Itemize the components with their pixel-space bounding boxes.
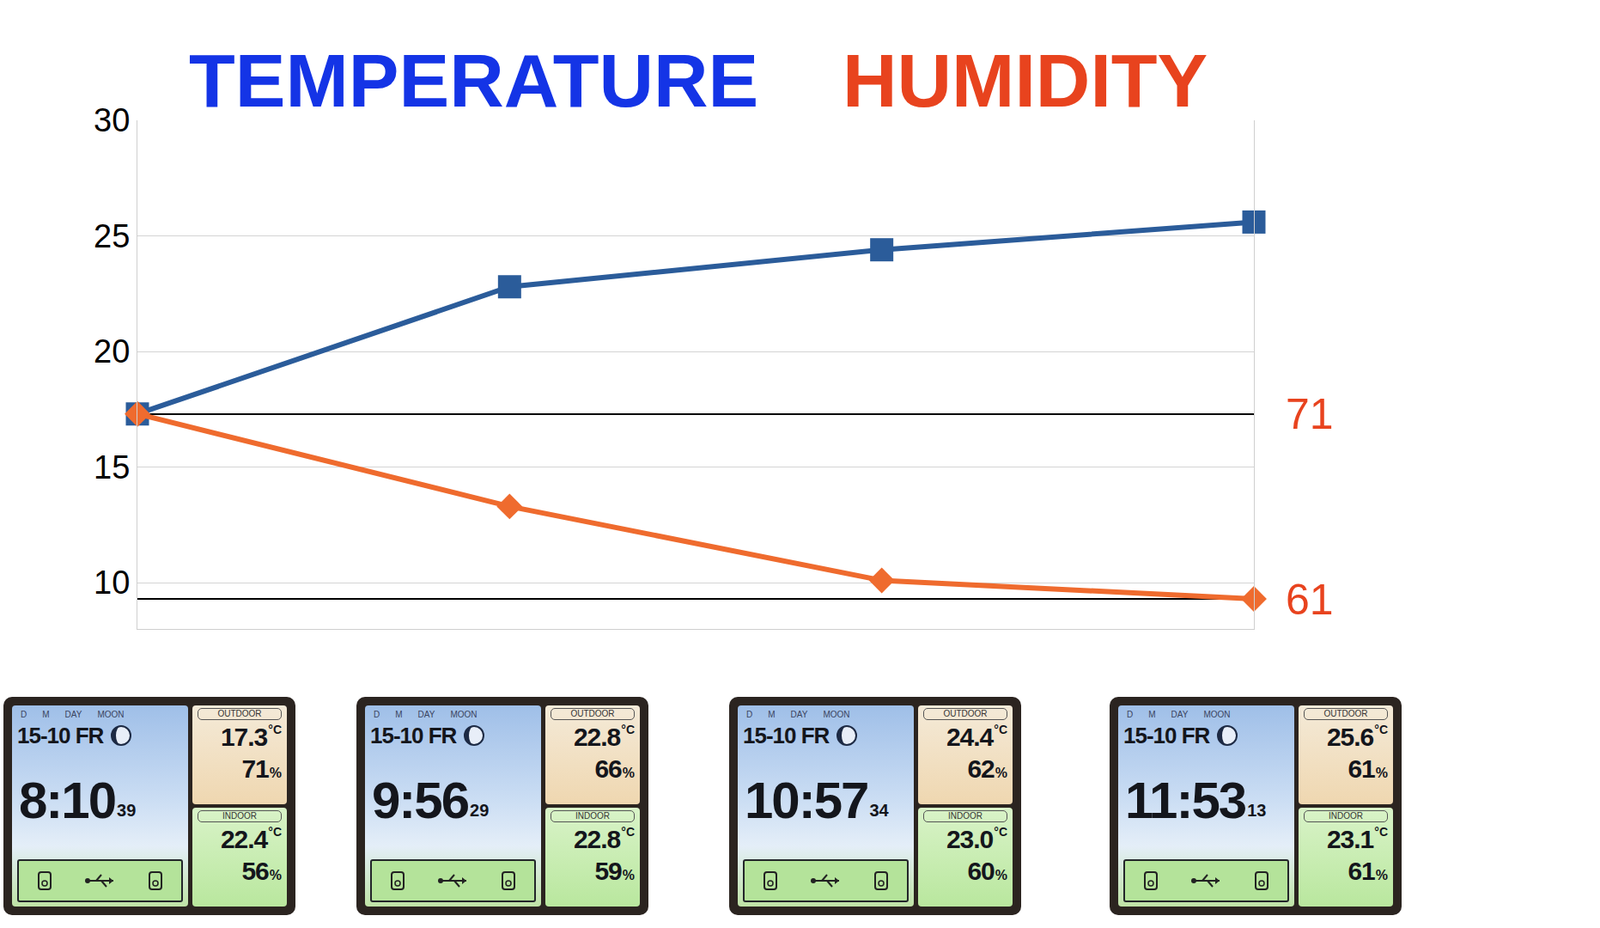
html-text:INDOOR: INDOOR	[1328, 810, 1363, 821]
html-text:M: M	[1148, 709, 1156, 719]
html-text:DAY: DAY	[1171, 709, 1189, 719]
html-text:66%: 66%	[594, 754, 635, 783]
html-text:D: D	[20, 709, 27, 719]
html-text:11:53: 11:53	[1125, 771, 1246, 829]
svg-text:10: 10	[93, 564, 130, 601]
html-text:M: M	[767, 709, 776, 719]
svg-text:71: 71	[1285, 389, 1334, 439]
html-text:15-10 FR: 15-10 FR	[742, 721, 830, 748]
html-text:24.4°C: 24.4°C	[946, 722, 1008, 751]
html-text:23.0°C: 23.0°C	[946, 824, 1008, 853]
html-text:13: 13	[1247, 800, 1267, 820]
svg-text:61: 61	[1285, 575, 1334, 624]
html-text:D: D	[746, 709, 753, 719]
html-text:15-10 FR: 15-10 FR	[17, 721, 104, 748]
html-text:M: M	[395, 709, 403, 719]
html-text:61%: 61%	[1347, 754, 1388, 783]
html-text:DAY: DAY	[64, 709, 82, 719]
html-text:9:56: 9:56	[371, 771, 469, 829]
html-text:23.1°C: 23.1°C	[1326, 824, 1388, 853]
html-text:39: 39	[116, 800, 136, 820]
html-text:71%: 71%	[241, 754, 282, 783]
svg-text:30: 30	[93, 102, 130, 139]
html-text:25.6°C: 25.6°C	[1326, 722, 1388, 751]
html-text:INDOOR: INDOOR	[575, 810, 610, 821]
html-text:INDOOR: INDOOR	[948, 810, 983, 821]
html-text:MOON: MOON	[97, 709, 125, 719]
svg-text:15: 15	[93, 449, 130, 486]
html-text:OUTDOOR: OUTDOOR	[217, 708, 262, 718]
html-text:60%: 60%	[967, 856, 1008, 885]
html-text:MOON: MOON	[450, 709, 478, 719]
html-text:22.8°C: 22.8°C	[573, 824, 635, 853]
html-text:DAY: DAY	[417, 709, 435, 719]
html-text:MOON: MOON	[823, 709, 850, 719]
svg-text:HUMIDITY: HUMIDITY	[842, 37, 1208, 123]
html-text:62%: 62%	[967, 754, 1008, 783]
html-text:34: 34	[869, 800, 889, 820]
html-text:M: M	[42, 709, 50, 719]
html-text:59%: 59%	[594, 856, 635, 885]
html-text:56%: 56%	[241, 856, 282, 885]
html-text:61%: 61%	[1347, 856, 1388, 885]
html-text:OUTDOOR: OUTDOOR	[1323, 708, 1368, 718]
svg-text:20: 20	[93, 333, 130, 370]
svg-text:TEMPERATURE: TEMPERATURE	[188, 37, 759, 123]
html-text:MOON: MOON	[1203, 709, 1231, 719]
html-text:17.3°C: 17.3°C	[220, 722, 282, 751]
html-text:DAY: DAY	[790, 709, 808, 719]
html-text:22.4°C: 22.4°C	[220, 824, 282, 853]
html-text:8:10: 8:10	[18, 771, 116, 829]
html-text:29: 29	[469, 800, 489, 820]
html-text:10:57: 10:57	[744, 771, 868, 829]
html-text:15-10 FR: 15-10 FR	[370, 721, 457, 748]
svg-text:25: 25	[93, 218, 130, 255]
html-text:OUTDOOR: OUTDOOR	[570, 708, 615, 718]
html-text:OUTDOOR: OUTDOOR	[943, 708, 988, 718]
html-text:D: D	[373, 709, 380, 719]
html-text:D: D	[1126, 709, 1133, 719]
html-text:22.8°C: 22.8°C	[573, 722, 635, 751]
html-text:15-10 FR: 15-10 FR	[1123, 721, 1210, 748]
html-text:INDOOR: INDOOR	[222, 810, 257, 821]
